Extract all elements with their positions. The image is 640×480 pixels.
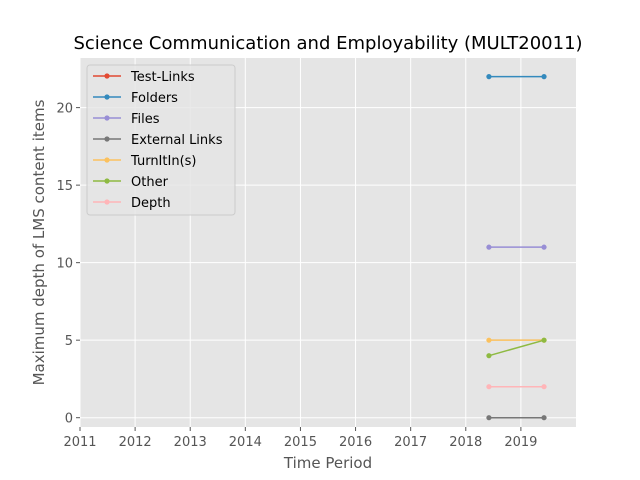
y-tick-label: 10 — [56, 257, 73, 272]
x-tick-label: 2012 — [119, 435, 152, 450]
data-point-folders — [541, 74, 547, 80]
data-point-depth — [541, 384, 547, 390]
y-tick-label: 0 — [65, 412, 73, 427]
x-axis: 2011 2012 2013 2014 2015 2016 2017 2018 2019 — [63, 427, 537, 450]
legend-item-turnitin-s: TurnItIn(s) — [93, 154, 196, 169]
x-tick-label: 2013 — [174, 435, 207, 450]
legend-label: TurnItIn(s) — [130, 154, 196, 169]
legend-item-test-links: Test-Links — [93, 70, 195, 85]
legend-label: Test-Links — [130, 70, 195, 85]
x-tick-label: 2017 — [394, 435, 427, 450]
legend-item-external-links: External Links — [93, 133, 223, 148]
legend-marker — [104, 199, 110, 205]
data-point-files — [541, 244, 547, 250]
y-tick-label: 20 — [56, 102, 73, 117]
legend-label: External Links — [131, 133, 223, 148]
legend-marker — [104, 136, 110, 142]
data-point-other — [486, 353, 492, 359]
series-external-links — [486, 415, 547, 421]
legend-item-other: Other — [93, 175, 169, 190]
legend-item-depth: Depth — [93, 196, 171, 211]
x-tick-label: 2019 — [504, 435, 537, 450]
data-point-external-links — [541, 415, 547, 421]
y-tick-label: 15 — [56, 179, 73, 194]
legend: Test-Links Folders Files External Links Turn… — [86, 64, 236, 216]
x-axis-title: Time Period — [283, 454, 372, 472]
legend-marker — [104, 94, 110, 100]
x-tick-label: 2018 — [449, 435, 482, 450]
legend-marker — [104, 157, 110, 163]
x-tick-label: 2014 — [229, 435, 262, 450]
legend-marker — [104, 73, 110, 79]
legend-item-files: Files — [93, 112, 160, 127]
data-point-folders — [486, 74, 492, 80]
x-tick-label: 2011 — [63, 435, 96, 450]
legend-box — [86, 64, 236, 216]
data-point-turnitin-s — [486, 337, 492, 343]
legend-label: Folders — [131, 91, 178, 106]
legend-label: Other — [131, 175, 169, 190]
legend-label: Files — [131, 112, 160, 127]
legend-marker — [104, 115, 110, 121]
y-axis: 0 5 10 15 20 — [56, 102, 80, 427]
data-point-external-links — [486, 415, 492, 421]
data-point-other — [541, 337, 547, 343]
legend-item-folders: Folders — [93, 91, 178, 106]
series-folders — [486, 74, 547, 80]
data-point-files — [486, 244, 492, 250]
y-tick-label: 5 — [65, 334, 73, 349]
series-depth — [486, 384, 547, 390]
x-tick-label: 2015 — [284, 435, 317, 450]
series-line-other — [488, 339, 545, 357]
chart-title: Science Communication and Employability … — [73, 33, 582, 54]
series-layer — [486, 74, 547, 421]
legend-label: Depth — [131, 196, 171, 211]
data-point-depth — [486, 384, 492, 390]
legend-marker — [104, 178, 110, 184]
series-files — [486, 244, 547, 250]
y-axis-title: Maximum depth of LMS content items — [30, 99, 48, 385]
series-other — [486, 337, 547, 359]
x-tick-label: 2016 — [339, 435, 372, 450]
